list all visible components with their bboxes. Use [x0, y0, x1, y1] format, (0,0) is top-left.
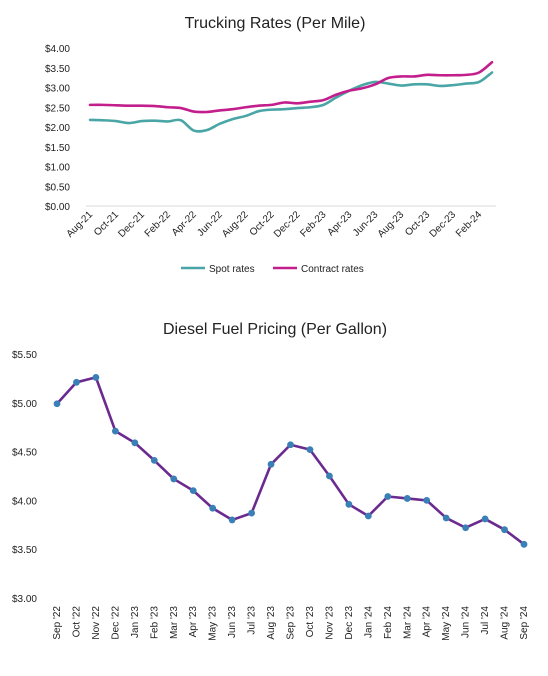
data-point	[364, 512, 372, 520]
data-point	[189, 487, 197, 495]
x-tick-label: Aug '23	[266, 606, 277, 640]
x-tick-label: Apr '23	[188, 606, 199, 638]
y-tick-label: $2.50	[45, 103, 70, 114]
x-tick-label: Dec-22	[272, 209, 303, 240]
x-tick-label: Mar '24	[402, 606, 413, 639]
data-point	[287, 441, 294, 449]
data-point	[520, 540, 528, 548]
x-tick-label: May '23	[208, 606, 219, 641]
x-tick-label: Feb-23	[298, 209, 328, 239]
y-axis: $0.00 $0.50 $1.00 $1.50 $2.00 $2.50 $3.00 $3.50…	[45, 44, 70, 213]
x-axis: Sep '22 Oct '22 Nov '22 Dec '22 Jan '23 Feb '…	[52, 606, 530, 641]
legend: Spot rates Contract rates	[181, 264, 364, 275]
x-tick-label: Aug '24	[500, 606, 511, 640]
y-tick-label: $3.00	[12, 594, 37, 605]
x-tick-label: Dec-21	[116, 209, 147, 240]
x-tick-label: Sep '24	[519, 606, 530, 640]
data-point	[131, 439, 139, 447]
data-point	[228, 516, 236, 524]
x-tick-label: Jul '24	[480, 606, 491, 635]
y-tick-label: $0.50	[45, 182, 70, 193]
x-tick-label: Aug-22	[220, 209, 251, 240]
x-tick-label: Dec-23	[428, 209, 459, 240]
x-tick-label: Apr '24	[422, 606, 433, 638]
legend-label: Spot rates	[209, 264, 255, 275]
x-tick-label: Jan '23	[130, 606, 141, 638]
x-tick-label: Apr-23	[325, 209, 354, 238]
trucking-rates-chart: Trucking Rates (Per Mile) $0.00 $0.50 $1.0…	[45, 15, 496, 275]
data-point	[403, 495, 411, 502]
y-axis: $3.00 $3.50 $4.00 $4.50 $5.00 $5.50	[12, 350, 37, 605]
x-axis: Aug-21Oct-21Dec-21Feb-22Apr-22Jun-22Aug-…	[65, 205, 496, 240]
x-tick-label: Nov '22	[91, 606, 102, 640]
x-tick-label: Sep '23	[286, 606, 297, 640]
data-point	[150, 456, 158, 464]
x-tick-label: Feb '23	[149, 606, 160, 639]
x-tick-label: Oct '23	[305, 606, 316, 638]
data-point	[92, 374, 100, 381]
x-tick-label: Nov '23	[324, 606, 335, 640]
diesel-pricing-chart: Diesel Fuel Pricing (Per Gallon) $3.00$3…	[12, 321, 530, 641]
y-tick-label: $4.50	[12, 448, 37, 459]
x-tick-label: Jun-22	[195, 209, 225, 239]
chart-title: Trucking Rates (Per Mile)	[185, 15, 366, 32]
plot-area	[53, 374, 528, 548]
y-tick-label: $2.00	[45, 123, 70, 134]
series-line-0	[88, 71, 494, 133]
chart-title: Diesel Fuel Pricing (Per Gallon)	[163, 321, 387, 338]
legend-label: Contract rates	[301, 264, 364, 275]
series-line-1	[88, 60, 494, 114]
x-tick-label: Dec '22	[110, 606, 121, 640]
data-point	[267, 460, 275, 468]
x-tick-label: Dec '23	[344, 606, 355, 640]
series-line-0	[56, 376, 525, 546]
data-point	[209, 504, 217, 512]
data-point	[481, 515, 489, 523]
data-point	[53, 400, 61, 408]
y-tick-label: $4.00	[12, 496, 37, 507]
x-tick-label: Mar '23	[169, 606, 180, 639]
x-tick-label: Feb-22	[143, 209, 173, 239]
y-tick-label: $3.50	[45, 64, 70, 75]
data-point	[345, 500, 353, 508]
x-tick-label: Feb-24	[454, 209, 484, 239]
y-tick-label: $5.50	[12, 350, 37, 361]
data-point	[384, 493, 392, 500]
x-tick-label: Apr-22	[170, 209, 199, 238]
data-point	[306, 446, 314, 454]
x-tick-label: Oct '22	[71, 606, 82, 638]
x-tick-label: Jan '24	[363, 606, 374, 638]
x-tick-label: Sep '22	[52, 606, 63, 640]
y-tick-label: $1.00	[45, 163, 70, 174]
y-tick-label: $1.50	[45, 143, 70, 154]
y-tick-label: $3.50	[12, 545, 37, 556]
data-point	[326, 472, 333, 480]
data-point	[462, 524, 470, 532]
data-point	[423, 497, 431, 504]
data-point	[111, 427, 119, 435]
x-tick-label: Jul '23	[247, 606, 258, 635]
y-tick-label: $3.00	[45, 84, 70, 95]
y-tick-label: $0.00	[45, 202, 70, 213]
y-tick-label: $4.00	[45, 44, 70, 55]
x-tick-label: May '24	[441, 606, 452, 641]
x-tick-label: Aug-21	[65, 209, 96, 240]
x-tick-label: Feb '24	[383, 606, 394, 639]
x-tick-label: Jun-23	[351, 209, 381, 239]
data-point	[442, 514, 450, 522]
x-tick-label: Jun '24	[461, 606, 472, 638]
data-point	[501, 526, 508, 534]
x-tick-label: Jun '23	[227, 606, 238, 638]
data-point	[73, 378, 80, 386]
plot-area	[88, 60, 494, 133]
y-tick-label: $5.00	[12, 399, 37, 410]
data-point	[248, 509, 255, 517]
x-tick-label: Aug-23	[376, 209, 407, 240]
data-point	[170, 475, 178, 483]
